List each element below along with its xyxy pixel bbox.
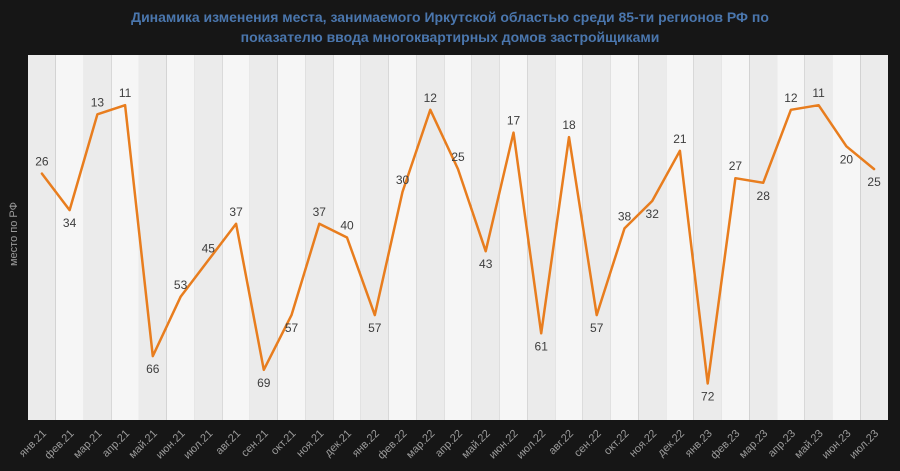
point-label: 40 xyxy=(340,219,354,233)
point-label: 11 xyxy=(812,86,825,100)
plot-stripe xyxy=(249,55,278,420)
x-axis-tick-label: май.21 xyxy=(127,428,160,461)
point-label: 26 xyxy=(35,155,49,169)
x-axis-tick-label: мар.21 xyxy=(71,428,104,461)
x-axis-tick-label: авг.22 xyxy=(546,428,576,458)
x-axis-tick-label: ноя.21 xyxy=(294,428,326,460)
point-label: 57 xyxy=(590,321,604,335)
point-label: 61 xyxy=(535,339,549,353)
point-label: 34 xyxy=(63,216,77,230)
plot-stripe xyxy=(638,55,667,420)
plot-stripe xyxy=(277,55,306,420)
point-label: 69 xyxy=(257,376,271,390)
plot-stripe xyxy=(28,55,56,420)
x-axis-tick-label: авг.21 xyxy=(214,428,244,458)
plot-stripe xyxy=(83,55,112,420)
x-axis-tick-label: мар.23 xyxy=(737,428,770,461)
point-label: 72 xyxy=(701,390,715,404)
x-axis-tick-label: май.22 xyxy=(459,428,492,461)
point-label: 43 xyxy=(479,257,493,271)
x-axis-tick-label: мар.22 xyxy=(404,428,437,461)
plot-stripe xyxy=(499,55,528,420)
chart-line xyxy=(40,103,876,385)
plot-stripe xyxy=(55,55,84,420)
plot-stripe xyxy=(416,55,445,420)
plot-stripe xyxy=(749,55,778,420)
point-label: 28 xyxy=(757,189,771,203)
plot-stripe xyxy=(721,55,750,420)
plot-stripe xyxy=(693,55,722,420)
plot-stripe xyxy=(777,55,805,420)
x-axis-tick-label: апр.21 xyxy=(100,428,132,460)
x-axis-tick-label: окт.21 xyxy=(269,428,299,458)
plot-stripe xyxy=(444,55,472,420)
point-label: 11 xyxy=(119,86,132,100)
x-axis-tick-label: июн.21 xyxy=(154,428,188,462)
point-label: 37 xyxy=(313,205,327,219)
x-axis-tick-label: сен.22 xyxy=(572,428,604,460)
point-label: 57 xyxy=(368,321,382,335)
x-axis-tick-label: сен.21 xyxy=(239,428,271,460)
x-axis-tick-label: фев.23 xyxy=(708,428,742,462)
point-label: 17 xyxy=(507,114,521,128)
point-label: 18 xyxy=(562,118,576,132)
plot-stripe xyxy=(138,55,167,420)
point-label: 27 xyxy=(729,159,743,173)
plot-stripe xyxy=(610,55,639,420)
x-axis-tick-label: дек.22 xyxy=(655,428,687,460)
x-axis-tick-label: июн.23 xyxy=(820,428,854,462)
plot-stripe xyxy=(471,55,500,420)
x-axis-tick-label: июн.22 xyxy=(487,428,521,462)
point-label: 25 xyxy=(867,175,881,189)
plot-stripe xyxy=(804,55,833,420)
point-label: 32 xyxy=(646,207,660,221)
plot-stripe xyxy=(194,55,223,420)
plot-stripe xyxy=(360,55,389,420)
x-axis-tick-label: ноя.22 xyxy=(627,428,659,460)
x-axis-tick-label: окт.22 xyxy=(602,428,632,458)
plot-stripe xyxy=(582,55,611,420)
point-label: 25 xyxy=(451,150,465,164)
x-axis-tick-label: июл.23 xyxy=(847,428,881,462)
x-axis-tick-label: май.23 xyxy=(792,428,825,461)
point-label: 21 xyxy=(673,132,687,146)
point-label: 38 xyxy=(618,209,632,223)
point-label: 12 xyxy=(784,91,798,105)
point-label: 53 xyxy=(174,278,188,292)
point-label: 37 xyxy=(229,205,243,219)
point-label: 13 xyxy=(91,95,105,109)
plot-stripe xyxy=(527,55,556,420)
x-axis-tick-label: фев.21 xyxy=(43,428,77,462)
chart-title: Динамика изменения места, занимаемого Ир… xyxy=(131,9,769,45)
x-axis-tick-label: апр.22 xyxy=(433,428,465,460)
plot-stripe xyxy=(166,55,195,420)
point-label: 30 xyxy=(396,173,410,187)
plot-stripe xyxy=(860,55,888,420)
x-axis-tick-label: дек.21 xyxy=(323,428,355,460)
point-label: 57 xyxy=(285,321,299,335)
x-axis-tick-label: июл.21 xyxy=(182,428,216,462)
plot-stripe xyxy=(305,55,334,420)
x-axis-tick-label: апр.23 xyxy=(766,428,798,460)
point-label: 45 xyxy=(202,241,216,255)
x-axis-tick-label: июл.22 xyxy=(514,428,548,462)
plot-stripe xyxy=(555,55,583,420)
x-axis-tick-label: фев.22 xyxy=(375,428,409,462)
plot-stripe xyxy=(832,55,861,420)
point-label: 20 xyxy=(840,152,854,166)
point-label: 12 xyxy=(424,91,438,105)
point-label: 66 xyxy=(146,362,160,376)
